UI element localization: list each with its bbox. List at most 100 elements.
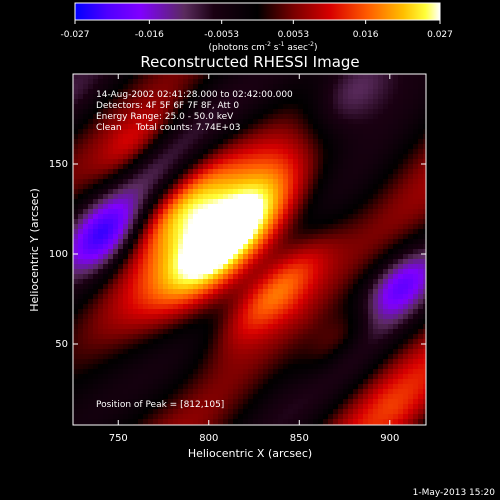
heatmap-cell (288, 89, 294, 95)
heatmap-cell (198, 149, 204, 155)
heatmap-cell (113, 239, 119, 245)
heatmap-cell (388, 399, 394, 405)
heatmap-cell (153, 264, 159, 270)
heatmap-cell (323, 114, 329, 120)
heatmap-cell (373, 369, 379, 375)
heatmap-cell (338, 404, 344, 410)
heatmap-cell (288, 254, 294, 260)
heatmap-cell (303, 359, 309, 365)
heatmap-cell (203, 359, 209, 365)
heatmap-cell (283, 104, 289, 110)
heatmap-cell (203, 189, 209, 195)
heatmap-cell (223, 414, 229, 420)
heatmap-cell (408, 274, 414, 280)
heatmap-cell (368, 259, 374, 265)
heatmap-cell (418, 104, 424, 110)
heatmap-cell (103, 159, 109, 165)
heatmap-cell (313, 419, 319, 425)
heatmap-cell (98, 174, 104, 180)
heatmap-cell (233, 209, 239, 215)
heatmap-cell (193, 89, 199, 95)
heatmap-cell (108, 149, 114, 155)
heatmap-cell (108, 354, 114, 360)
heatmap-cell (308, 204, 314, 210)
heatmap-cell (128, 174, 134, 180)
heatmap-cell (238, 89, 244, 95)
heatmap-cell (423, 94, 426, 100)
heatmap-cell (118, 84, 124, 90)
heatmap-cell (413, 339, 419, 345)
heatmap-cell (268, 394, 274, 400)
heatmap-cell (198, 304, 204, 310)
heatmap-cell (258, 249, 264, 255)
heatmap-cell (223, 229, 229, 235)
heatmap-cell (348, 89, 354, 95)
heatmap-cell (133, 294, 139, 300)
heatmap-cell (128, 159, 134, 165)
heatmap-cell (258, 119, 264, 125)
heatmap-cell (298, 259, 304, 265)
heatmap-cell (253, 84, 259, 90)
heatmap-cell (208, 284, 214, 290)
heatmap-cell (83, 199, 89, 205)
heatmap-cell (273, 99, 279, 105)
heatmap-cell (213, 184, 219, 190)
heatmap-cell (138, 154, 144, 160)
heatmap-cell (283, 94, 289, 100)
heatmap-cell (198, 394, 204, 400)
heatmap-cell (378, 134, 384, 140)
heatmap-cell (93, 284, 99, 290)
heatmap-cell (243, 179, 249, 185)
heatmap-cell (88, 139, 94, 145)
heatmap-cell (233, 364, 239, 370)
heatmap-cell (288, 74, 294, 80)
heatmap-cell (408, 289, 414, 295)
heatmap-cell (73, 119, 79, 125)
heatmap-cell (328, 119, 334, 125)
heatmap-cell (98, 134, 104, 140)
heatmap-cell (393, 209, 399, 215)
heatmap-cell (293, 389, 299, 395)
heatmap-cell (303, 119, 309, 125)
heatmap-cell (158, 269, 164, 275)
heatmap-cell (338, 419, 344, 425)
heatmap-cell (233, 379, 239, 385)
heatmap-cell (93, 339, 99, 345)
heatmap-cell (128, 179, 134, 185)
heatmap-cell (108, 129, 114, 135)
heatmap-cell (213, 234, 219, 240)
heatmap-cell (323, 309, 329, 315)
heatmap-cell (158, 359, 164, 365)
heatmap-cell (173, 229, 179, 235)
heatmap-cell (173, 344, 179, 350)
heatmap-cell (273, 179, 279, 185)
heatmap-cell (103, 104, 109, 110)
heatmap-cell (123, 164, 129, 170)
heatmap-cell (358, 369, 364, 375)
heatmap-cell (168, 259, 174, 265)
heatmap-cell (98, 189, 104, 195)
heatmap-cell (198, 339, 204, 345)
heatmap-cell (423, 334, 426, 340)
heatmap-cell (153, 149, 159, 155)
heatmap-cell (333, 259, 339, 265)
heatmap-cell (138, 339, 144, 345)
heatmap-cell (208, 119, 214, 125)
heatmap-cell (353, 294, 359, 300)
heatmap-cell (283, 109, 289, 115)
heatmap-cell (228, 359, 234, 365)
heatmap-cell (338, 219, 344, 225)
heatmap-cell (243, 89, 249, 95)
heatmap-cell (123, 154, 129, 160)
heatmap-cell (353, 379, 359, 385)
heatmap-cell (283, 379, 289, 385)
heatmap-cell (213, 309, 219, 315)
heatmap-cell (423, 149, 426, 155)
heatmap-cell (148, 309, 154, 315)
heatmap-cell (233, 119, 239, 125)
heatmap-cell (353, 234, 359, 240)
heatmap-cell (88, 184, 94, 190)
heatmap-cell (278, 319, 284, 325)
heatmap-cell (153, 159, 159, 165)
heatmap-cell (228, 94, 234, 100)
